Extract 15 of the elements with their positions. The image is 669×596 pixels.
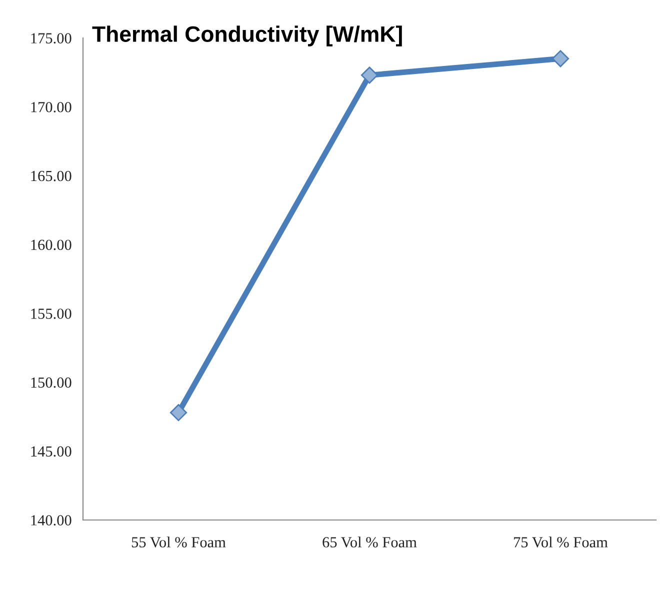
point [552, 50, 570, 68]
y-tick-label: 145.00 [31, 446, 72, 457]
y-tick-label: 150.00 [31, 377, 72, 388]
x-tick-label: 65 Vol % Foam [322, 536, 417, 548]
point [170, 404, 188, 422]
y-tick-label: 165.00 [31, 170, 72, 182]
x-tick-label: 75 Vol % Foam [514, 536, 608, 548]
y-tick-label: 175.00 [31, 33, 72, 44]
chart-title: Thermal Conductivity [W/mK] [92, 26, 402, 46]
y-tick-label: 155.00 [31, 308, 72, 319]
y-tick-label: 170.00 [31, 102, 72, 112]
y-tick-label: 140.00 [31, 515, 72, 526]
y-tick-label: 160.00 [31, 240, 72, 250]
point [360, 66, 378, 84]
x-tick-label: 55 Vol % Foam [132, 536, 226, 548]
